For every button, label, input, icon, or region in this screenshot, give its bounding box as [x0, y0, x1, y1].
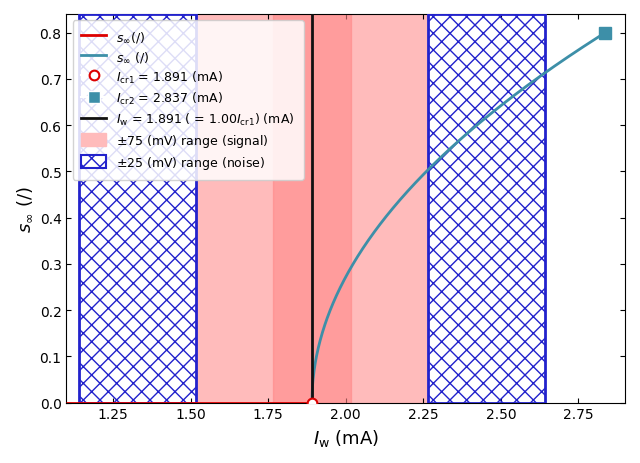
Bar	[195, 15, 428, 403]
Legend: $s_\infty(/)$, $s_\infty$ (/), $I_{\mathrm{cr1}}$ = 1.891 (mA), $I_{\mathrm{cr2}: $s_\infty(/)$, $s_\infty$ (/), $I_{\math…	[73, 21, 303, 181]
Bar	[428, 15, 545, 403]
Bar	[79, 15, 195, 403]
Y-axis label: $s_\infty$ (/): $s_\infty$ (/)	[15, 186, 34, 232]
X-axis label: $I_{\mathrm{w}}$ (mA): $I_{\mathrm{w}}$ (mA)	[312, 427, 379, 448]
Bar	[273, 15, 351, 403]
